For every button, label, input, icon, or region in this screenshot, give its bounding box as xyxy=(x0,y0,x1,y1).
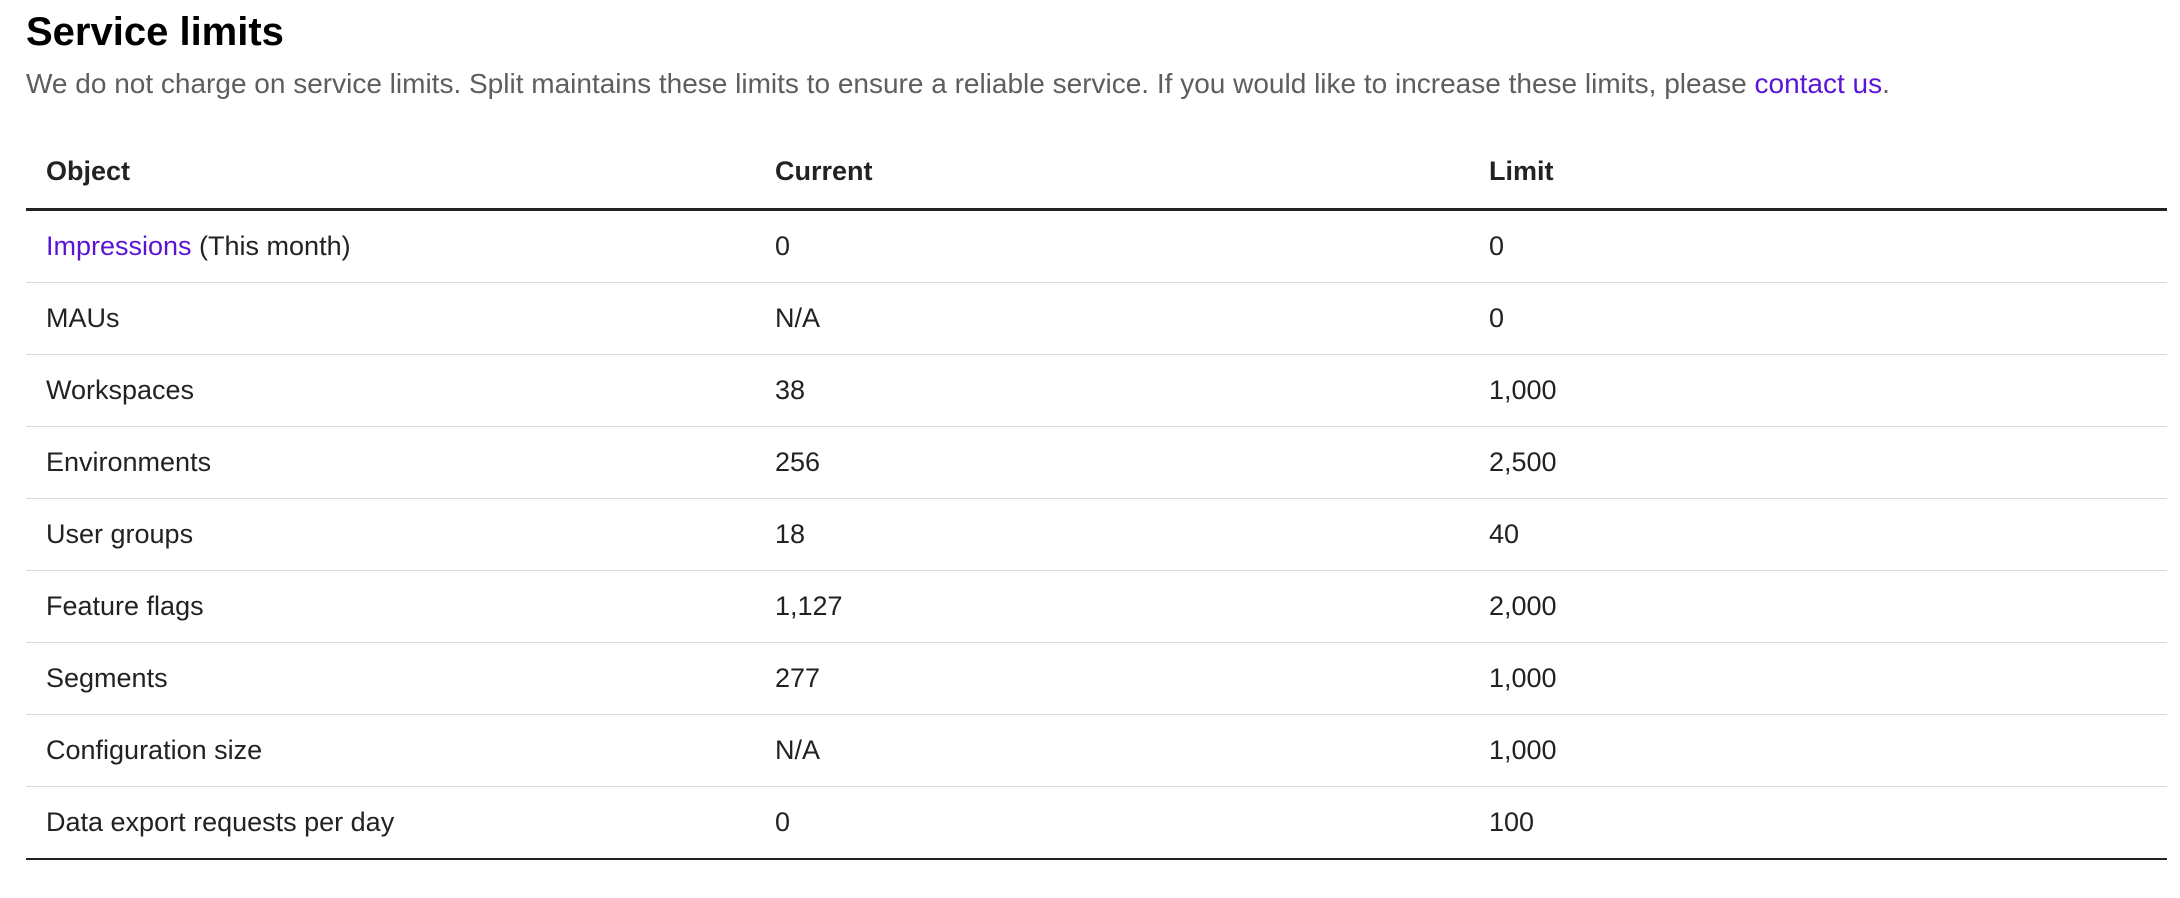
cell-object: Configuration size xyxy=(26,714,755,787)
table-row: User groups 18 40 xyxy=(26,498,2167,571)
object-name: Segments xyxy=(46,663,168,693)
column-header-object: Object xyxy=(26,134,755,211)
object-name: Environments xyxy=(46,447,212,477)
cell-limit: 1,000 xyxy=(1469,642,2167,715)
object-name: Data export requests per day xyxy=(46,807,395,837)
cell-limit: 1,000 xyxy=(1469,714,2167,787)
impressions-link[interactable]: Impressions xyxy=(46,231,192,261)
column-header-limit: Limit xyxy=(1469,134,2167,211)
cell-object: MAUs xyxy=(26,282,755,355)
cell-limit: 0 xyxy=(1469,282,2167,355)
subtitle-suffix: . xyxy=(1882,68,1890,99)
cell-current: 0 xyxy=(755,209,1469,283)
cell-object: Impressions (This month) xyxy=(26,209,755,283)
cell-object: Workspaces xyxy=(26,354,755,427)
cell-limit: 2,500 xyxy=(1469,426,2167,499)
cell-object: Environments xyxy=(26,426,755,499)
column-header-current: Current xyxy=(755,134,1469,211)
cell-limit: 1,000 xyxy=(1469,354,2167,427)
contact-us-link[interactable]: contact us xyxy=(1754,68,1883,99)
table-row: Environments 256 2,500 xyxy=(26,426,2167,499)
cell-object: User groups xyxy=(26,498,755,571)
table-row: Segments 277 1,000 xyxy=(26,642,2167,715)
cell-limit: 2,000 xyxy=(1469,570,2167,643)
object-name: Feature flags xyxy=(46,591,204,621)
page-title: Service limits xyxy=(26,10,284,54)
table-row: Workspaces 38 1,000 xyxy=(26,354,2167,427)
cell-current: 256 xyxy=(755,426,1469,499)
cell-current: N/A xyxy=(755,714,1469,787)
cell-current: 18 xyxy=(755,498,1469,571)
cell-current: 0 xyxy=(755,786,1469,860)
table-row: Feature flags 1,127 2,000 xyxy=(26,570,2167,643)
object-name: Workspaces xyxy=(46,375,195,405)
object-name: (This month) xyxy=(191,231,351,261)
cell-object: Segments xyxy=(26,642,755,715)
cell-limit: 40 xyxy=(1469,498,2167,571)
table-row: Data export requests per day 0 100 xyxy=(26,786,2167,860)
object-name: Configuration size xyxy=(46,735,263,765)
object-name: MAUs xyxy=(46,303,120,333)
cell-object: Data export requests per day xyxy=(26,786,755,860)
cell-current: 1,127 xyxy=(755,570,1469,643)
object-name: User groups xyxy=(46,519,194,549)
service-limits-table: Object Current Limit Impressions (This m… xyxy=(26,134,2167,860)
cell-current: 38 xyxy=(755,354,1469,427)
table-row: MAUs N/A 0 xyxy=(26,282,2167,355)
cell-object: Feature flags xyxy=(26,570,755,643)
cell-limit: 100 xyxy=(1469,786,2167,860)
subtitle: We do not charge on service limits. Spli… xyxy=(26,68,1890,100)
table-row: Impressions (This month) 0 0 xyxy=(26,209,2167,283)
table-header-row: Object Current Limit xyxy=(26,134,2167,211)
table-row: Configuration size N/A 1,000 xyxy=(26,714,2167,787)
cell-current: 277 xyxy=(755,642,1469,715)
subtitle-text: We do not charge on service limits. Spli… xyxy=(26,68,1755,99)
cell-limit: 0 xyxy=(1469,209,2167,283)
cell-current: N/A xyxy=(755,282,1469,355)
